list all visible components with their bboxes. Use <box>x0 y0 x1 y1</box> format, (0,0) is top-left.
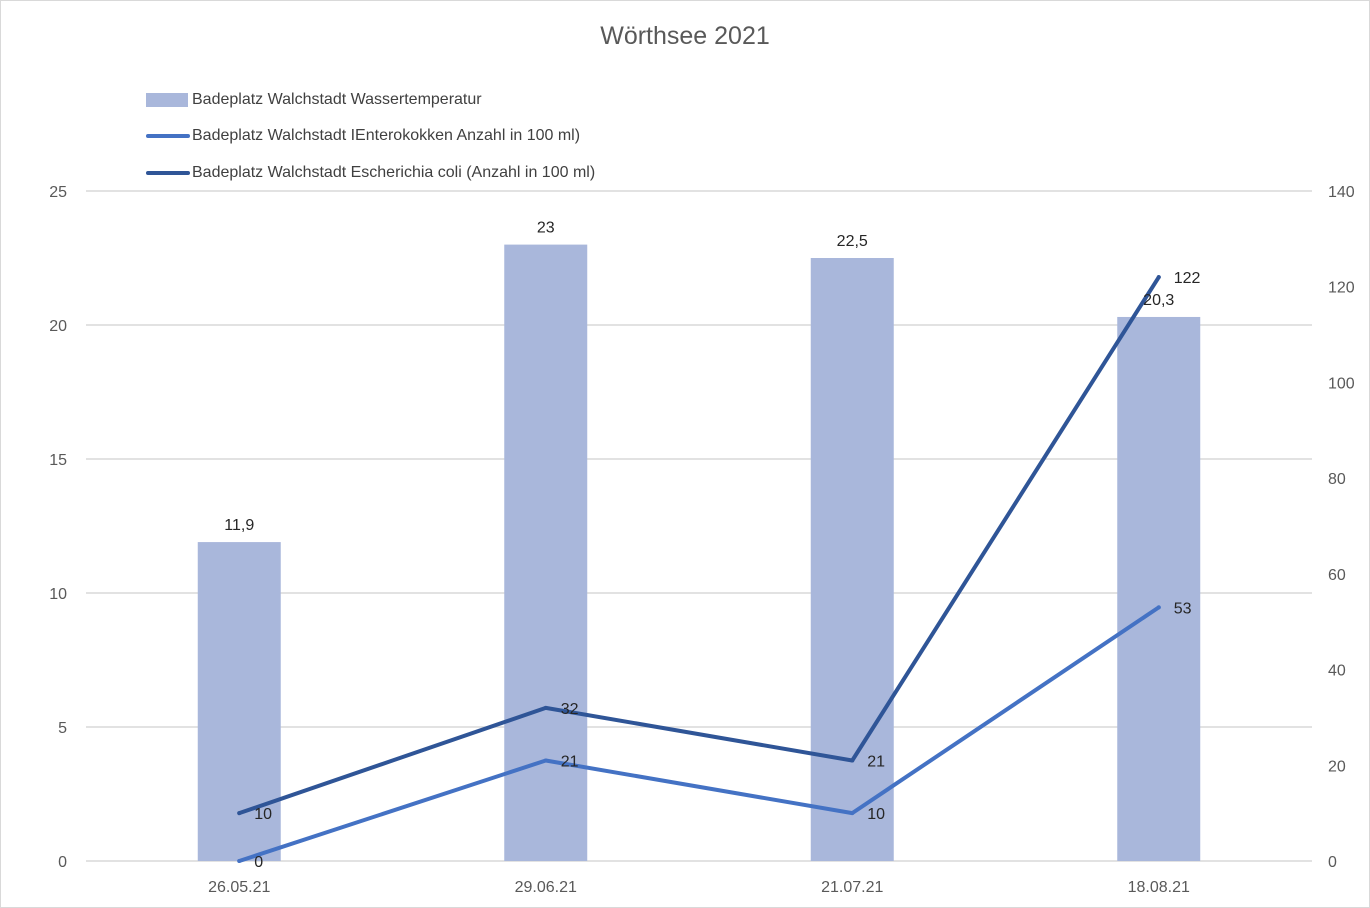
x-tick-label: 26.05.21 <box>208 879 270 896</box>
line-data-label: 32 <box>561 701 579 718</box>
y-right-tick-label: 60 <box>1328 567 1346 584</box>
line-point <box>1156 275 1161 280</box>
legend-label: Badeplatz Walchstadt IEnterokokken Anzah… <box>192 127 581 144</box>
x-tick-label: 29.06.21 <box>515 879 577 896</box>
bar <box>504 244 588 862</box>
series-line <box>237 275 1161 816</box>
chart-title: Wörthsee 2021 <box>600 22 770 50</box>
line-data-label: 10 <box>867 806 885 823</box>
line-point <box>850 811 855 816</box>
x-tick-label: 21.07.21 <box>821 879 883 896</box>
y-right-tick-label: 80 <box>1328 471 1346 488</box>
y-left-tick-label: 20 <box>49 318 67 335</box>
bar-data-label: 20,3 <box>1143 292 1174 309</box>
y-left-tick-label: 5 <box>58 720 67 737</box>
bar-series <box>197 244 1201 862</box>
series-line <box>237 605 1161 863</box>
y-right-tick-label: 100 <box>1328 375 1355 392</box>
line-point <box>237 859 242 863</box>
gridlines <box>86 190 1312 862</box>
line-data-label: 21 <box>561 754 579 771</box>
y-left-tick-label: 25 <box>49 184 67 201</box>
bar-data-label: 22,5 <box>837 233 868 250</box>
y-right-tick-label: 140 <box>1328 184 1355 201</box>
bar <box>1117 316 1201 862</box>
bar <box>810 258 894 861</box>
line-point <box>1156 605 1161 610</box>
line-series <box>237 275 1161 863</box>
bar-data-label: 23 <box>537 220 555 237</box>
bar <box>197 542 281 861</box>
legend-swatch-line <box>146 134 190 138</box>
legend-label: Badeplatz Walchstadt Escherichia coli (A… <box>192 164 596 181</box>
legend-swatch-line <box>146 171 190 175</box>
line-data-label: 10 <box>254 806 272 823</box>
y-left-tick-label: 10 <box>49 586 67 603</box>
line-point <box>543 758 548 763</box>
x-tick-label: 18.08.21 <box>1128 879 1190 896</box>
y-right-tick-label: 20 <box>1328 758 1346 775</box>
data-labels: 11,9 23 22,5 20,3 0 21 10 53 10 32 21 122 <box>224 220 1200 871</box>
y-left-tick-label: 15 <box>49 452 67 469</box>
legend-swatch-bar <box>146 93 188 107</box>
line-point <box>237 811 242 816</box>
legend-label: Badeplatz Walchstadt Wassertemperatur <box>192 91 482 108</box>
y-left-tick-label: 0 <box>58 854 67 871</box>
legend-item-enterococci: Badeplatz Walchstadt IEnterokokken Anzah… <box>146 126 580 146</box>
line-data-label: 0 <box>254 854 263 871</box>
line-data-label: 21 <box>867 754 885 771</box>
legend-item-water-temperature: Badeplatz Walchstadt Wassertemperatur <box>146 90 482 110</box>
y-right-tick-label: 120 <box>1328 280 1355 297</box>
bar-data-label: 11,9 <box>224 517 254 534</box>
legend-item-ecoli: Badeplatz Walchstadt Escherichia coli (A… <box>146 163 595 183</box>
line-data-label: 122 <box>1174 270 1201 287</box>
line-point <box>850 758 855 763</box>
line-point <box>543 705 548 710</box>
y-right-tick-label: 0 <box>1328 854 1337 871</box>
line-data-label: 53 <box>1174 600 1192 617</box>
y-right-tick-label: 40 <box>1328 663 1346 680</box>
